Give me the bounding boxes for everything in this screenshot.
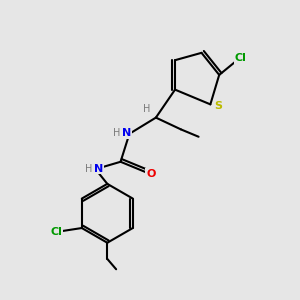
Text: H: H	[143, 104, 151, 114]
Text: H: H	[113, 128, 121, 138]
Text: N: N	[122, 128, 131, 138]
Text: S: S	[214, 101, 223, 111]
Text: Cl: Cl	[50, 227, 62, 237]
Text: Cl: Cl	[235, 53, 247, 63]
Text: H: H	[85, 164, 93, 173]
Text: O: O	[146, 169, 156, 178]
Text: N: N	[94, 164, 103, 173]
